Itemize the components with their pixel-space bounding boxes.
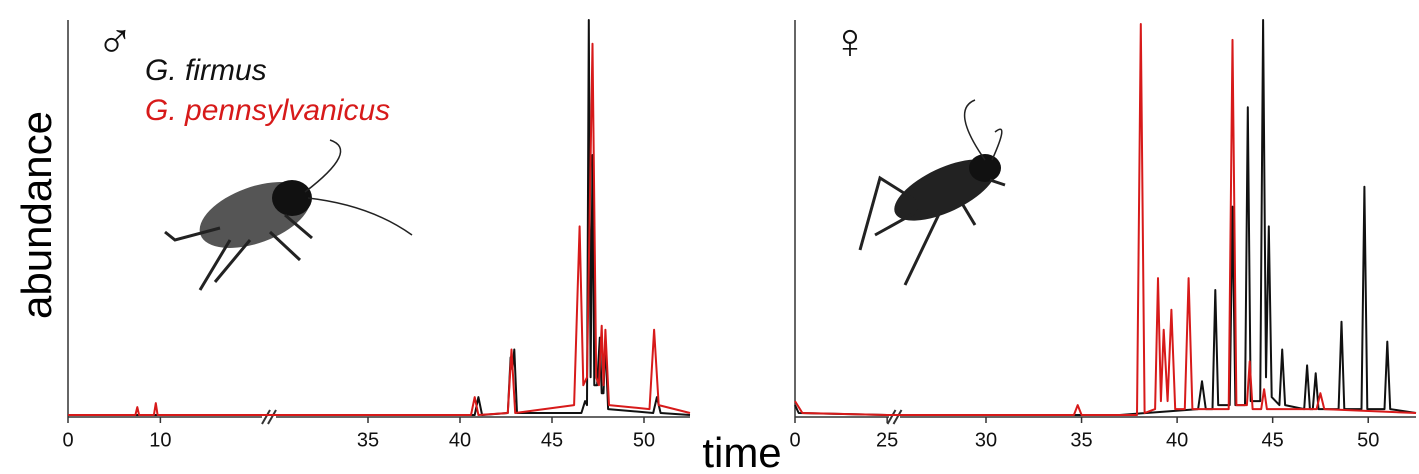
x-tick-label: 50: [1357, 429, 1379, 451]
y-axis-label: abundance: [13, 111, 60, 319]
x-tick-label: 35: [1070, 429, 1092, 451]
axis-break: [892, 409, 903, 425]
x-axis-label: time: [702, 429, 781, 474]
x-tick-label: 45: [541, 429, 563, 451]
x-tick-label: 50: [633, 429, 655, 451]
x-tick-label: 30: [975, 429, 997, 451]
x-tick-label: 35: [357, 429, 379, 451]
x-tick-label: 25: [876, 429, 898, 451]
x-tick-label: 40: [449, 429, 471, 451]
legend-entry: G. firmus: [145, 54, 267, 87]
axis-break: [267, 409, 277, 425]
cricket-illustration: [164, 139, 413, 291]
axis-break: [886, 409, 897, 425]
axis-break: [261, 409, 271, 425]
legend-entry: G. pennsylvanicus: [145, 94, 390, 127]
x-tick-label: 10: [149, 429, 171, 451]
x-tick-label: 40: [1166, 429, 1188, 451]
x-tick-label: 45: [1262, 429, 1284, 451]
x-tick-label: 0: [789, 429, 800, 451]
x-tick-label: 0: [62, 429, 73, 451]
sex-symbol: ♂: [96, 13, 134, 69]
sex-symbol: ♀: [831, 13, 869, 69]
chromatogram-line: [794, 19, 1417, 416]
cricket-illustration: [858, 99, 1006, 286]
chromatogram-line: [68, 42, 691, 416]
chromatogram-line: [794, 23, 1417, 416]
